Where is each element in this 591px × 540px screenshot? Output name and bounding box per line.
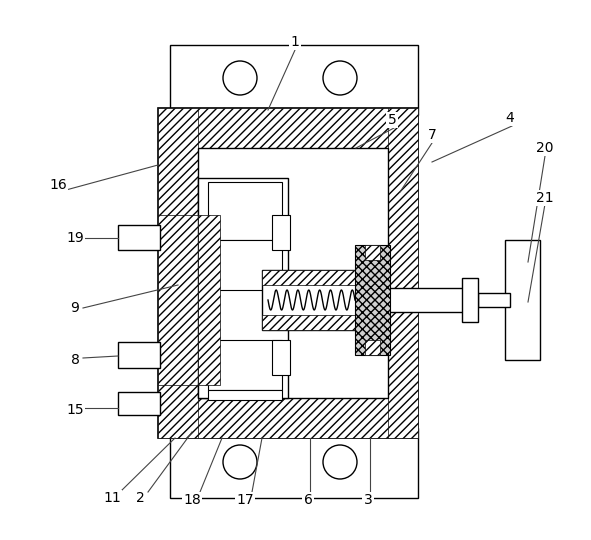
Text: 1: 1 <box>291 35 300 49</box>
Text: 15: 15 <box>66 403 84 417</box>
Bar <box>158 398 418 438</box>
Bar <box>388 288 465 312</box>
Circle shape <box>223 61 257 95</box>
Text: 4: 4 <box>506 111 514 125</box>
Bar <box>208 390 282 400</box>
Bar <box>262 315 372 330</box>
Circle shape <box>323 445 357 479</box>
Bar <box>505 240 540 360</box>
Bar <box>158 108 418 438</box>
Bar <box>208 182 282 240</box>
Text: 7: 7 <box>428 128 436 142</box>
Text: 5: 5 <box>388 113 397 127</box>
Bar <box>462 278 478 322</box>
Text: 8: 8 <box>70 353 79 367</box>
Text: 11: 11 <box>103 491 121 505</box>
Circle shape <box>323 61 357 95</box>
Bar <box>208 340 282 390</box>
Bar <box>198 215 220 385</box>
Bar <box>158 215 198 385</box>
Text: 17: 17 <box>236 493 254 507</box>
Text: 18: 18 <box>183 493 201 507</box>
Bar <box>170 45 418 115</box>
Bar <box>478 293 510 307</box>
Text: 20: 20 <box>536 141 554 155</box>
Text: 3: 3 <box>363 493 372 507</box>
Bar <box>388 108 418 438</box>
Bar <box>118 225 160 250</box>
Bar <box>262 270 372 285</box>
Text: 19: 19 <box>66 231 84 245</box>
Bar <box>158 108 418 148</box>
Bar <box>208 240 282 290</box>
Bar <box>365 245 380 260</box>
Text: 9: 9 <box>70 301 79 315</box>
Text: 16: 16 <box>49 178 67 192</box>
Bar <box>355 245 390 355</box>
Bar <box>198 178 288 398</box>
Bar <box>170 428 418 498</box>
Bar <box>272 215 290 250</box>
Text: 6: 6 <box>304 493 313 507</box>
Circle shape <box>223 445 257 479</box>
Text: 21: 21 <box>536 191 554 205</box>
Bar <box>158 108 198 438</box>
Bar <box>272 340 290 375</box>
Text: 2: 2 <box>135 491 144 505</box>
Bar <box>262 270 372 330</box>
Bar <box>118 342 160 368</box>
Bar <box>118 392 160 415</box>
Bar <box>198 148 388 398</box>
Bar <box>365 340 380 355</box>
